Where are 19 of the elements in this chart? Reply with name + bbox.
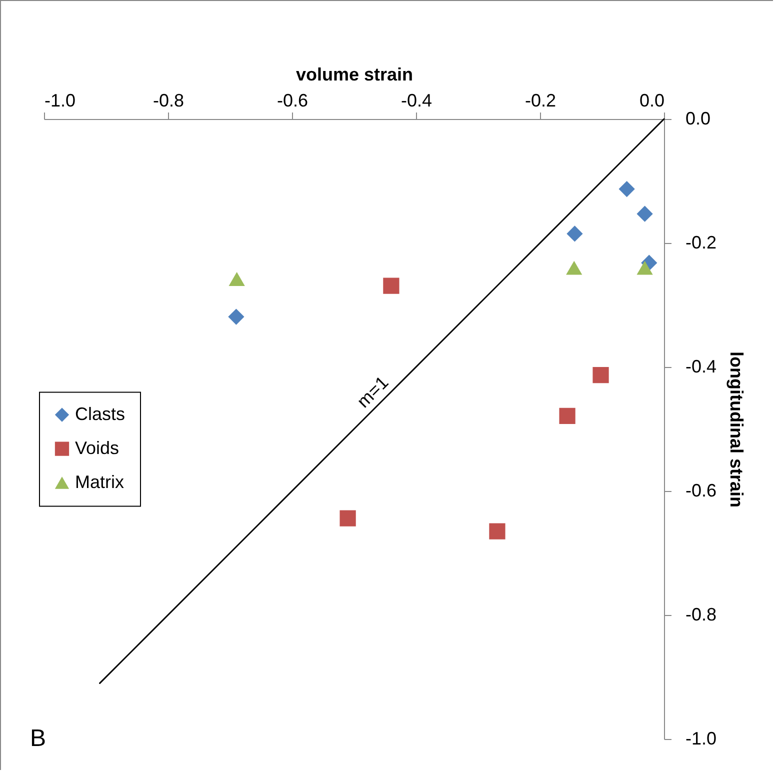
y-tick-label: -1.0 [686,728,717,748]
x-tick-label: -0.6 [276,90,308,110]
x-tick-label: -0.8 [152,90,184,110]
annotation: m=1 [353,372,392,412]
legend-label: Clasts [75,404,126,424]
x-tick-label: -1.0 [44,90,76,110]
x-tick-label: -0.4 [400,90,432,110]
annotation: B [30,725,46,752]
y-tick-label: -0.6 [686,480,717,500]
y-axis-title: longitudinal strain [726,352,747,508]
y-tick-label: -0.4 [686,356,717,376]
x-tick-label: 0.0 [639,90,664,110]
y-tick-label: -0.8 [686,604,717,624]
legend-label: Matrix [75,472,124,492]
x-tick-label: -0.2 [524,90,556,110]
x-axis-title: volume strain [296,64,414,84]
legend-label: Voids [75,438,120,458]
y-tick-label: -0.2 [686,232,717,252]
y-tick-label: 0.0 [686,108,711,128]
